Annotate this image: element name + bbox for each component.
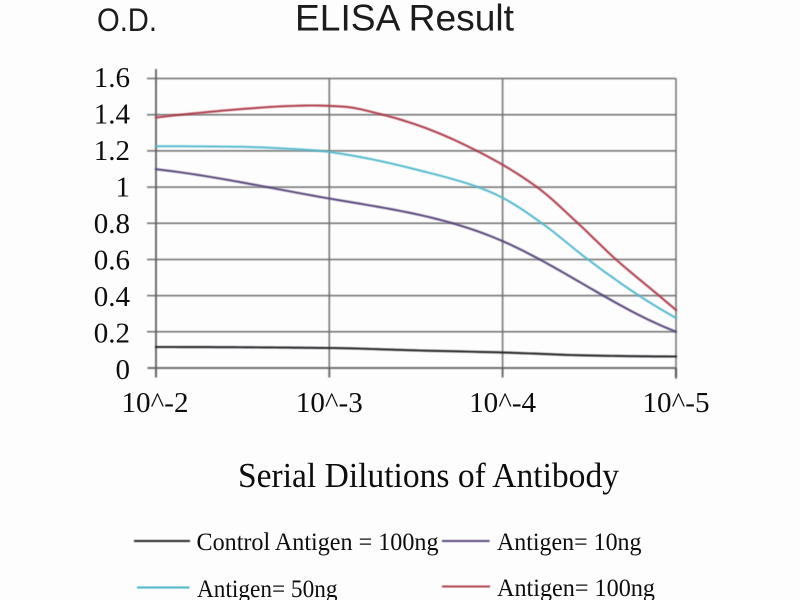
svg-text:0: 0 (116, 354, 131, 386)
svg-text:0.6: 0.6 (94, 245, 130, 277)
svg-text:10^-4: 10^-4 (469, 387, 537, 419)
svg-text:Antigen= 50ng: Antigen= 50ng (197, 576, 338, 600)
svg-text:1: 1 (116, 172, 131, 204)
svg-text:10^-5: 10^-5 (643, 387, 710, 419)
svg-text:0.2: 0.2 (94, 317, 130, 349)
svg-text:1.6: 1.6 (94, 62, 130, 94)
svg-text:ELISA Result: ELISA Result (295, 0, 515, 39)
svg-text:10^-2: 10^-2 (122, 387, 189, 419)
svg-text:0.4: 0.4 (94, 281, 131, 313)
svg-text:1.4: 1.4 (94, 99, 131, 131)
svg-text:10^-3: 10^-3 (296, 387, 363, 419)
svg-text:Antigen= 10ng: Antigen= 10ng (497, 529, 642, 556)
svg-text:Control Antigen = 100ng: Control Antigen = 100ng (197, 529, 439, 556)
svg-text:O.D.: O.D. (97, 2, 157, 38)
svg-text:Antigen= 100ng: Antigen= 100ng (497, 575, 655, 600)
svg-text:1.2: 1.2 (94, 135, 130, 167)
svg-text:0.8: 0.8 (94, 208, 130, 240)
svg-text:Serial Dilutions of Antibody: Serial Dilutions of Antibody (238, 456, 619, 495)
